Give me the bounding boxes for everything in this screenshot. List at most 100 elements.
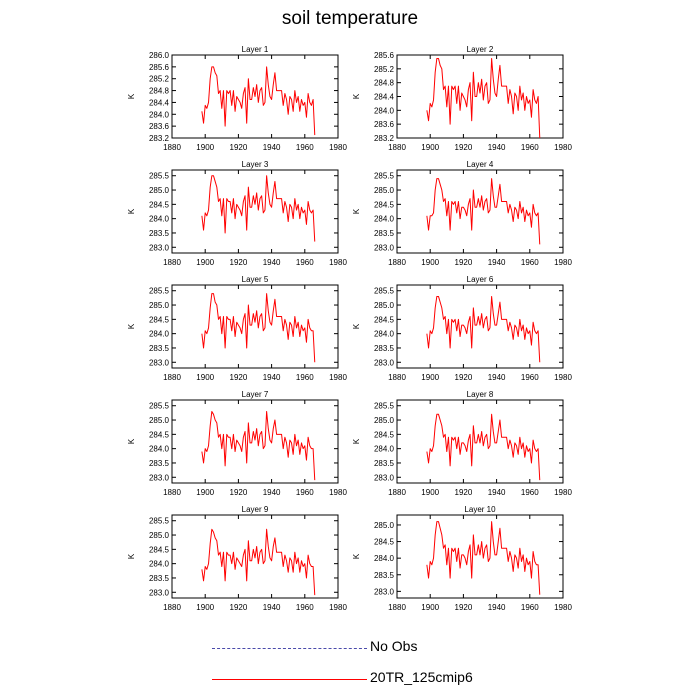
y-axis-label: K	[127, 438, 136, 444]
x-tick-label: 1880	[388, 258, 406, 267]
y-tick-label: 283.0	[149, 588, 170, 597]
y-axis-label: K	[352, 323, 361, 329]
y-tick-label: 283.5	[374, 459, 395, 468]
panel-title: Layer 3	[242, 160, 269, 169]
x-tick-label: 1900	[421, 373, 439, 382]
panel-6: Layer 6 1880 1900 1920 1940 1960 1980 283.0 283.…	[352, 275, 572, 382]
panel-frame	[171, 54, 339, 139]
y-tick-label: 284.0	[149, 445, 170, 454]
x-tick-label: 1900	[196, 603, 214, 612]
y-tick-label: 285.0	[374, 416, 395, 425]
panel-4: Layer 4 1880 1900 1920 1940 1960 1980 283.0 283.…	[352, 160, 572, 267]
y-tick-label: 284.5	[374, 538, 395, 547]
y-tick-label: 285.5	[149, 287, 170, 296]
y-tick-label: 284.5	[149, 200, 170, 209]
y-axis-label: K	[127, 93, 136, 99]
x-tick-label: 1880	[388, 603, 406, 612]
x-tick-label: 1960	[521, 373, 539, 382]
panel-10: Layer 10 1880 1900 1920 1940 1960 1980 283.0 283…	[352, 505, 572, 612]
series-line-20TR_125cmip6	[201, 293, 316, 363]
x-tick-label: 1960	[296, 143, 314, 152]
y-tick-label: 284.8	[149, 87, 170, 96]
y-tick-label: 283.0	[149, 358, 170, 367]
x-tick-label: 1920	[230, 373, 248, 382]
x-tick-label: 1960	[296, 603, 314, 612]
legend-label-model: 20TR_125cmip6	[370, 669, 473, 685]
x-tick-label: 1900	[421, 603, 439, 612]
panel-frame	[171, 399, 339, 484]
y-axis-label: K	[352, 93, 361, 99]
x-tick-label: 1940	[263, 143, 281, 152]
y-tick-label: 283.5	[374, 229, 395, 238]
y-tick-label: 283.5	[149, 344, 170, 353]
x-tick-label: 1960	[296, 258, 314, 267]
y-tick-label: 284.5	[149, 545, 170, 554]
x-tick-label: 1940	[488, 603, 506, 612]
y-tick-label: 284.0	[149, 110, 170, 119]
x-tick-label: 1980	[554, 373, 572, 382]
y-tick-label: 283.0	[149, 243, 170, 252]
x-tick-label: 1920	[230, 258, 248, 267]
y-tick-label: 285.5	[149, 402, 170, 411]
panel-frame	[396, 514, 564, 599]
panel-5: Layer 5 1880 1900 1920 1940 1960 1980 283.0 283.…	[127, 275, 347, 382]
y-tick-label: 285.0	[374, 186, 395, 195]
y-tick-label: 285.5	[374, 287, 395, 296]
panel-frame	[396, 169, 564, 254]
x-tick-label: 1900	[196, 143, 214, 152]
x-tick-label: 1880	[388, 143, 406, 152]
x-tick-label: 1980	[554, 603, 572, 612]
y-tick-label: 285.0	[149, 301, 170, 310]
series-line-20TR_125cmip6	[201, 66, 316, 136]
y-tick-label: 283.0	[374, 358, 395, 367]
x-tick-label: 1880	[163, 488, 181, 497]
panel-frame	[171, 284, 339, 369]
x-tick-label: 1880	[163, 258, 181, 267]
x-tick-label: 1920	[230, 488, 248, 497]
y-axis-label: K	[127, 208, 136, 214]
x-tick-label: 1940	[263, 603, 281, 612]
x-tick-label: 1940	[488, 143, 506, 152]
x-tick-label: 1960	[296, 373, 314, 382]
y-axis-label: K	[127, 553, 136, 559]
y-tick-label: 283.2	[149, 134, 170, 143]
y-tick-label: 284.0	[374, 215, 395, 224]
series-line-20TR_125cmip6	[426, 178, 541, 245]
y-tick-label: 285.5	[374, 402, 395, 411]
x-tick-label: 1980	[554, 488, 572, 497]
x-tick-label: 1900	[196, 258, 214, 267]
x-tick-label: 1980	[329, 373, 347, 382]
x-tick-label: 1920	[455, 143, 473, 152]
x-tick-label: 1960	[521, 603, 539, 612]
series-line-20TR_125cmip6	[426, 295, 541, 363]
y-tick-label: 284.0	[374, 554, 395, 563]
x-tick-label: 1980	[329, 603, 347, 612]
y-tick-label: 285.0	[149, 186, 170, 195]
y-tick-label: 285.5	[149, 172, 170, 181]
legend-swatch-obs	[212, 648, 367, 649]
y-tick-label: 285.0	[149, 416, 170, 425]
series-line-20TR_125cmip6	[426, 521, 541, 595]
y-tick-label: 284.0	[149, 330, 170, 339]
panel-9: Layer 9 1880 1900 1920 1940 1960 1980 283.0 283.…	[127, 505, 347, 612]
x-tick-label: 1980	[554, 258, 572, 267]
y-tick-label: 283.2	[374, 134, 395, 143]
x-tick-label: 1980	[329, 258, 347, 267]
y-tick-label: 283.5	[149, 229, 170, 238]
y-tick-label: 285.6	[374, 51, 395, 60]
y-tick-label: 284.5	[374, 430, 395, 439]
y-tick-label: 285.2	[374, 65, 395, 74]
y-tick-label: 283.6	[149, 122, 170, 131]
panel-title: Layer 2	[467, 45, 494, 54]
x-tick-label: 1900	[421, 488, 439, 497]
panel-title: Layer 9	[242, 505, 269, 514]
x-tick-label: 1880	[163, 603, 181, 612]
series-line-20TR_125cmip6	[201, 410, 316, 481]
y-tick-label: 286.0	[149, 51, 170, 60]
x-tick-label: 1900	[421, 258, 439, 267]
y-tick-label: 284.5	[374, 200, 395, 209]
x-tick-label: 1940	[488, 373, 506, 382]
panel-title: Layer 10	[464, 505, 496, 514]
panel-title: Layer 5	[242, 275, 269, 284]
